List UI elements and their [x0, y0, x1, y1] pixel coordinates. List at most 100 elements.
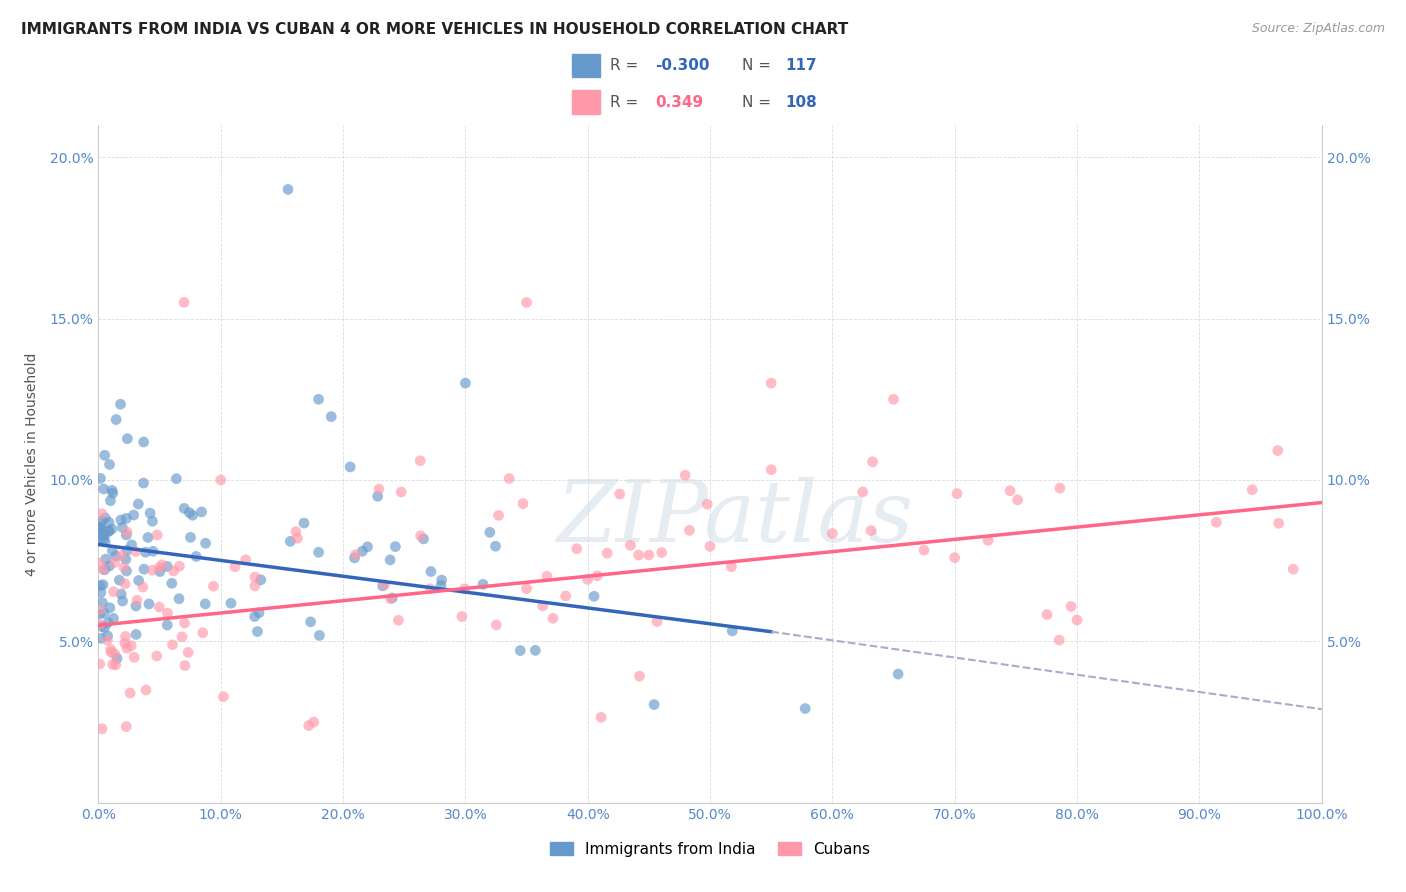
Point	[100, 645, 122, 659]
Point	[209, 473, 232, 487]
Point	[277, 182, 299, 196]
Point	[186, 549, 208, 564]
Point	[224, 559, 246, 574]
Point	[860, 524, 883, 538]
Point	[93, 621, 115, 635]
Point	[89, 607, 111, 621]
Point	[596, 546, 619, 560]
Point	[138, 597, 160, 611]
Point	[1241, 483, 1264, 497]
Point	[167, 591, 190, 606]
Point	[110, 549, 132, 563]
Point	[103, 611, 125, 625]
Point	[512, 497, 534, 511]
Point	[515, 295, 537, 310]
Point	[111, 594, 134, 608]
Point	[90, 632, 112, 646]
Point	[367, 489, 389, 503]
Text: ZIPatlas: ZIPatlas	[555, 476, 912, 559]
Point	[141, 563, 163, 577]
Point	[94, 527, 117, 541]
Point	[761, 376, 783, 391]
Point	[308, 392, 330, 407]
Point	[344, 548, 367, 562]
Point	[484, 539, 506, 553]
Point	[114, 636, 136, 650]
Point	[1036, 607, 1059, 622]
Point	[409, 454, 432, 468]
Legend: Immigrants from India, Cubans: Immigrants from India, Cubans	[544, 836, 876, 863]
Point	[127, 497, 149, 511]
Point	[90, 585, 112, 599]
Point	[91, 596, 114, 610]
Point	[165, 472, 187, 486]
Text: 108: 108	[785, 95, 817, 110]
Point	[191, 625, 214, 640]
Text: 117: 117	[785, 58, 817, 73]
Point	[122, 508, 145, 522]
Point	[219, 596, 242, 610]
Point	[98, 558, 121, 573]
Point	[98, 600, 121, 615]
Bar	[572, 90, 599, 114]
Point	[356, 540, 378, 554]
Point	[125, 627, 148, 641]
Point	[412, 532, 434, 546]
Point	[912, 543, 935, 558]
Point	[243, 570, 266, 584]
Point	[94, 552, 117, 566]
Point	[339, 459, 361, 474]
Point	[97, 629, 120, 643]
Point	[94, 511, 117, 525]
Point	[156, 606, 179, 620]
Point	[1205, 516, 1227, 530]
Point	[194, 597, 217, 611]
Point	[93, 482, 115, 496]
Point	[169, 559, 191, 574]
Point	[117, 432, 139, 446]
Point	[696, 497, 718, 511]
Point	[156, 559, 179, 574]
Point	[565, 541, 588, 556]
Point	[114, 577, 136, 591]
Point	[89, 532, 111, 546]
Text: Source: ZipAtlas.com: Source: ZipAtlas.com	[1251, 22, 1385, 36]
Point	[177, 645, 200, 659]
Point	[821, 526, 844, 541]
Point	[134, 545, 156, 559]
Point	[883, 392, 905, 407]
Point	[454, 376, 477, 391]
Point	[101, 657, 124, 672]
Point	[89, 471, 111, 485]
Point	[162, 638, 184, 652]
Point	[101, 522, 124, 536]
Point	[110, 513, 132, 527]
Point	[541, 611, 564, 625]
Bar	[572, 54, 599, 78]
Text: IMMIGRANTS FROM INDIA VS CUBAN 4 OR MORE VEHICLES IN HOUSEHOLD CORRELATION CHART: IMMIGRANTS FROM INDIA VS CUBAN 4 OR MORE…	[21, 22, 848, 37]
Point	[100, 642, 122, 657]
Text: R =: R =	[610, 95, 644, 110]
Point	[93, 563, 115, 577]
Point	[243, 579, 266, 593]
Point	[212, 690, 235, 704]
Point	[619, 538, 641, 552]
Point	[173, 501, 195, 516]
Point	[115, 641, 138, 656]
Point	[115, 543, 138, 558]
Point	[485, 618, 508, 632]
Point	[142, 544, 165, 558]
Point	[90, 521, 112, 535]
Point	[389, 485, 412, 500]
Point	[156, 618, 179, 632]
Point	[89, 520, 111, 534]
Point	[609, 487, 631, 501]
Point	[89, 603, 111, 617]
Point	[132, 476, 155, 491]
Point	[243, 609, 266, 624]
Point	[190, 505, 212, 519]
Point	[352, 544, 374, 558]
Point	[120, 686, 142, 700]
Point	[132, 435, 155, 450]
Point	[1007, 492, 1029, 507]
